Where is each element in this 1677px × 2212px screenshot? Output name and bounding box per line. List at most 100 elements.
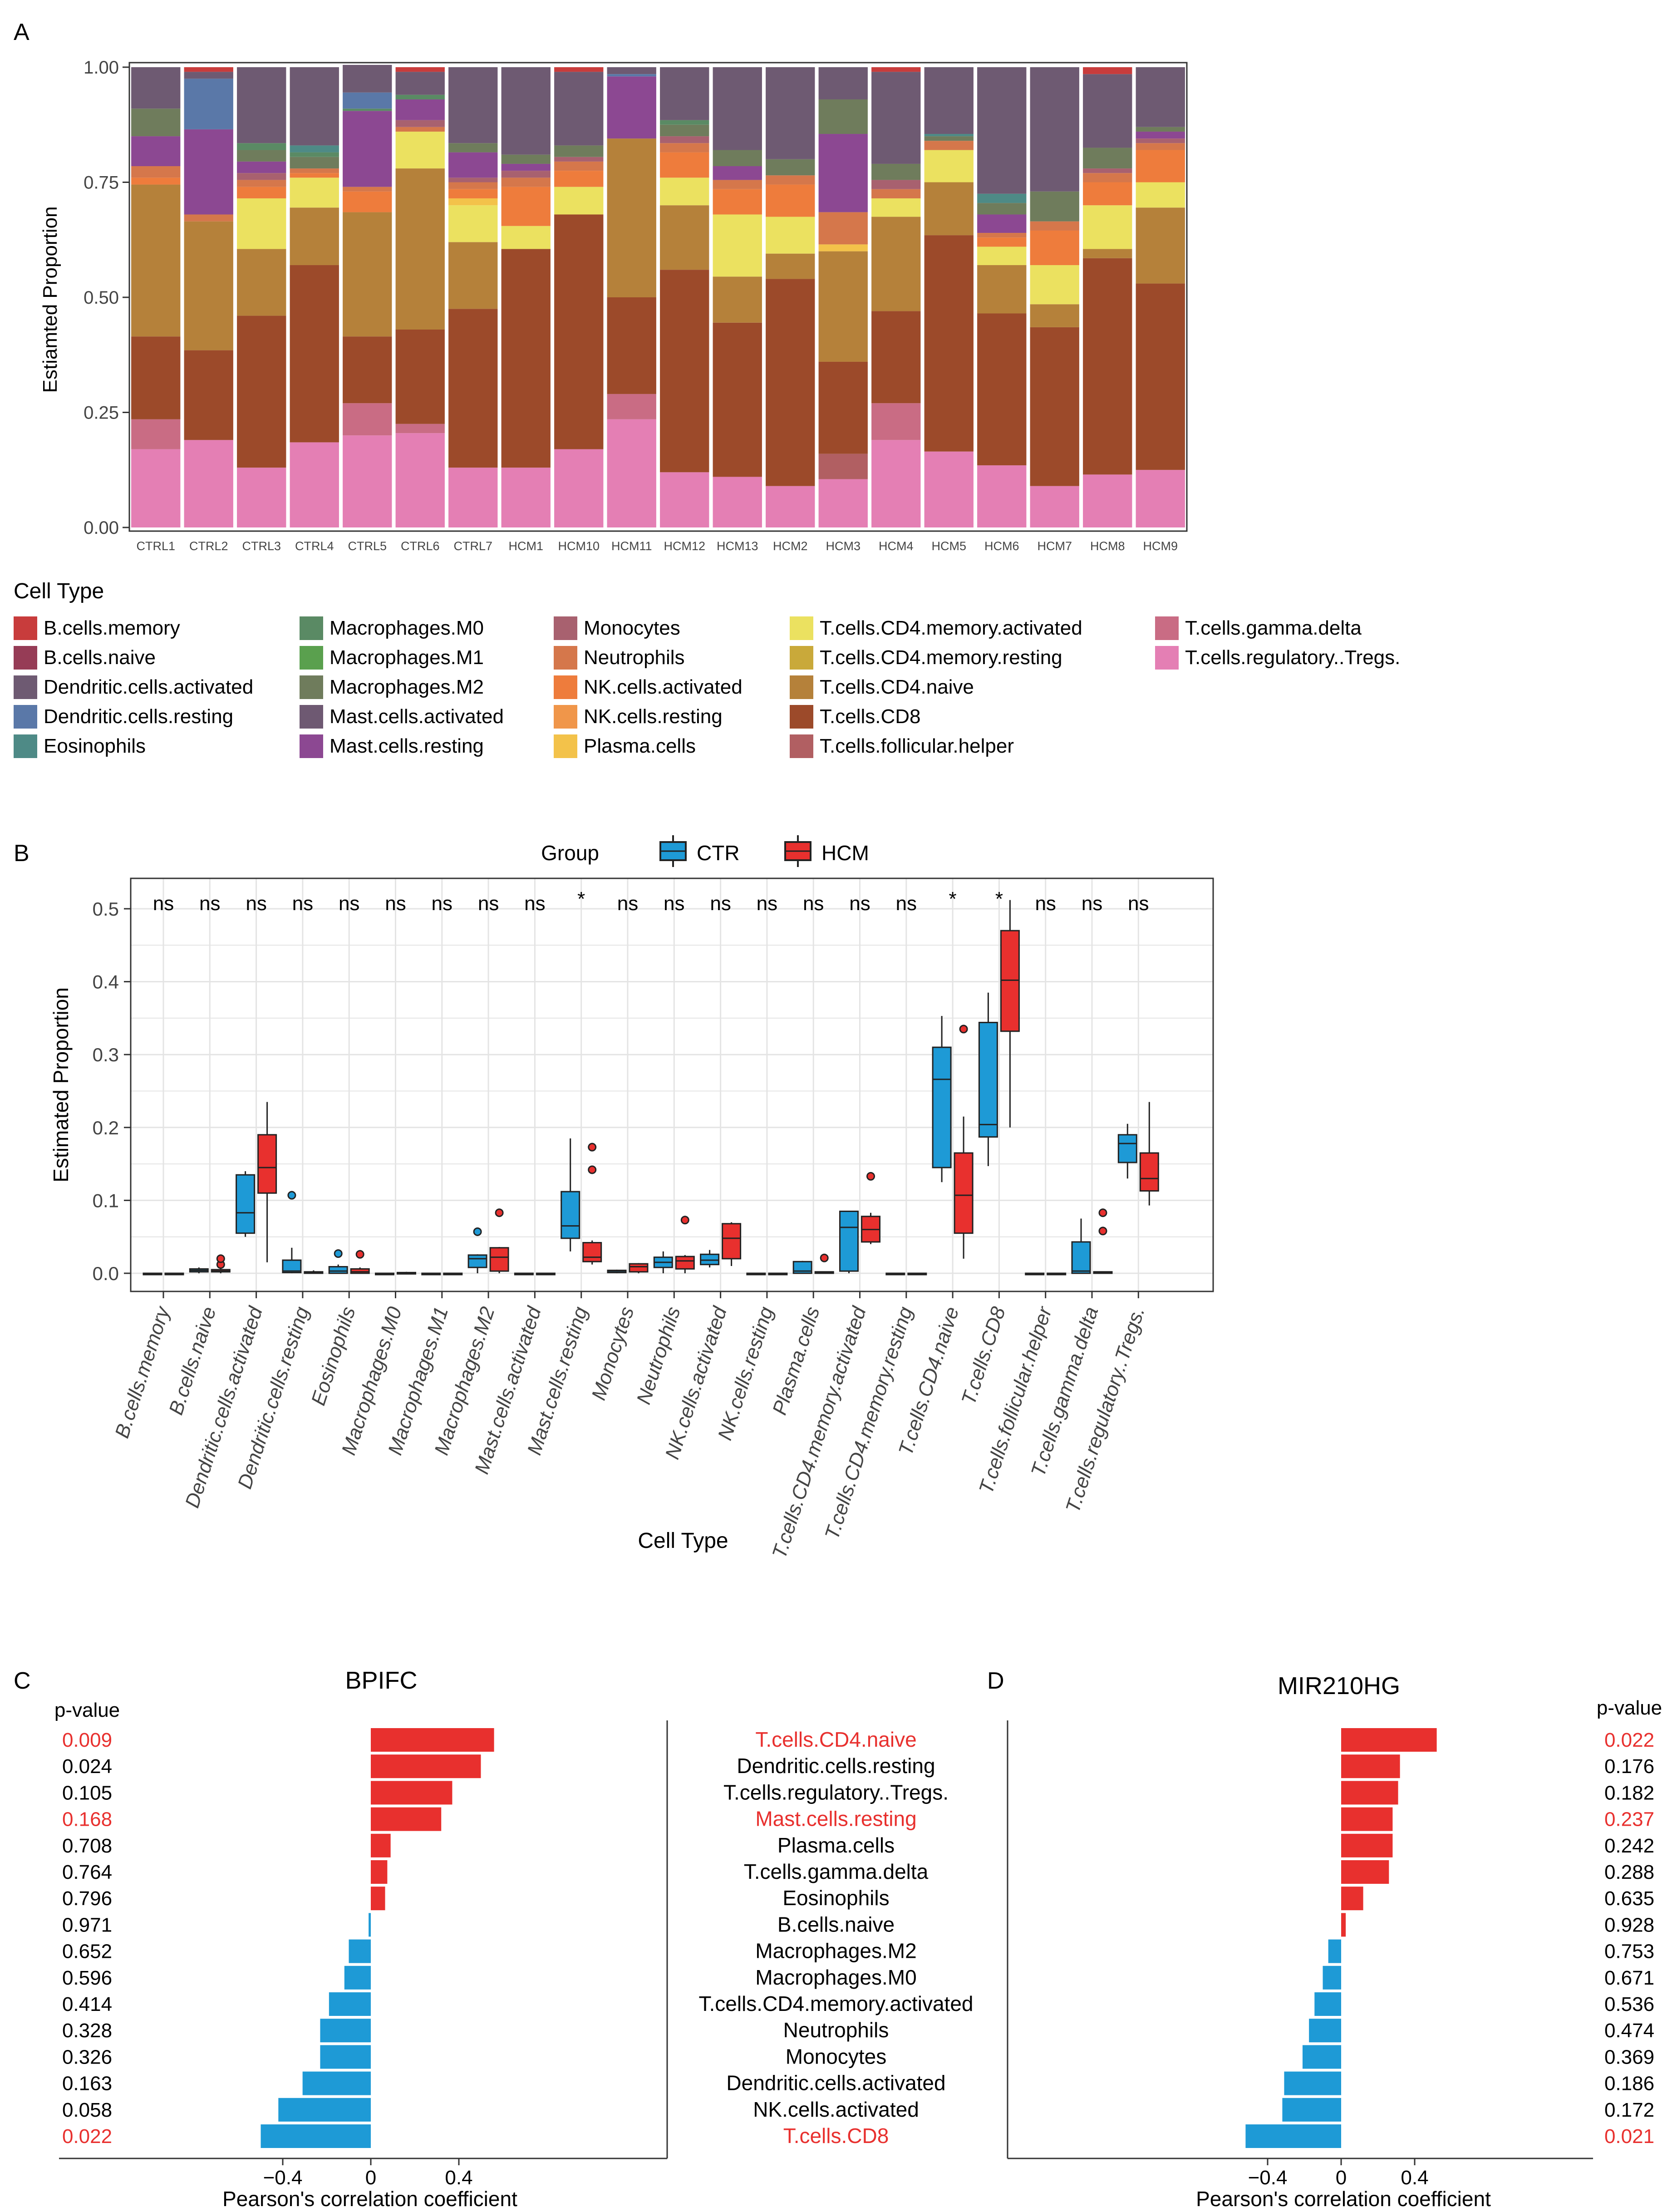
x-tick-label: HCM10 — [558, 539, 600, 553]
y-tick-label: 1.00 — [84, 58, 119, 78]
correlation-bar — [371, 1728, 494, 1752]
significance-label: ns — [803, 892, 824, 915]
bar-segment — [237, 187, 286, 198]
x-tick-label: HCM13 — [717, 539, 758, 553]
x-tick-label: CTRL1 — [136, 539, 175, 553]
x-tick-label: HCM8 — [1090, 539, 1125, 553]
bar-segment — [1083, 173, 1132, 182]
bar-segment — [818, 244, 868, 251]
bar-segment — [343, 191, 392, 212]
bar-segment — [1030, 191, 1079, 222]
correlation-bar — [371, 1807, 442, 1831]
bar-segment — [660, 152, 709, 178]
bar-segment — [607, 394, 656, 419]
correlation-bar — [371, 1887, 385, 1911]
panel-a-bars — [131, 64, 1185, 527]
legend-label: CTR — [697, 841, 740, 865]
bar-segment — [448, 67, 498, 143]
bar-segment — [818, 479, 868, 527]
box — [350, 1268, 370, 1274]
outlier-point — [216, 1254, 225, 1263]
p-value-label: 0.172 — [1604, 2099, 1654, 2121]
panel-b-x-axis: B.cells.memoryB.cells.naiveDendritic.cel… — [111, 1291, 1149, 1561]
bar-segment — [713, 477, 762, 527]
x-tick-label: CTRL3 — [242, 539, 281, 553]
x-tick-label: Monocytes — [587, 1304, 638, 1403]
bar-segment — [924, 67, 974, 134]
bar-segment — [290, 207, 339, 266]
x-tick-label: HCM4 — [879, 539, 914, 553]
legend-swatch — [14, 675, 37, 699]
panel-c-title: BPIFC — [345, 1667, 417, 1694]
bar-segment — [871, 311, 921, 404]
correlation-bar — [371, 1781, 452, 1805]
p-value-label: 0.671 — [1604, 1967, 1654, 1989]
legend-label: T.cells.follicular.helper — [820, 735, 1014, 757]
panel-d-title: MIR210HG — [1278, 1672, 1400, 1700]
bar-segment — [448, 177, 498, 182]
legend-label: T.cells.CD4.naive — [820, 676, 974, 698]
outlier-point — [495, 1208, 504, 1217]
bar-segment — [448, 189, 498, 198]
panel-b-boxes — [143, 900, 1159, 1276]
p-value-label: 0.022 — [62, 2125, 112, 2148]
x-tick-label: HCM6 — [984, 539, 1019, 553]
p-value-label: 0.764 — [62, 1861, 112, 1883]
x-tick-label: 0.4 — [1401, 2167, 1428, 2189]
bar-segment — [343, 64, 392, 93]
bar-segment — [871, 403, 921, 440]
bar-segment — [290, 152, 339, 157]
bar-segment — [977, 313, 1027, 466]
p-value-label: 0.928 — [1604, 1914, 1654, 1936]
bar-segment — [448, 152, 498, 178]
cell-type-label: Dendritic.cells.activated — [726, 2071, 945, 2095]
cell-type-label: T.cells.regulatory..Tregs. — [723, 1780, 949, 1804]
bar-segment — [184, 214, 233, 222]
legend-label: Eosinophils — [44, 735, 146, 757]
bar-segment — [660, 205, 709, 270]
correlation-bar — [278, 2098, 371, 2122]
x-tick-label: HCM11 — [611, 539, 652, 553]
correlation-bar — [1328, 1939, 1341, 1963]
cell-type-label: Macrophages.M0 — [755, 1966, 916, 1989]
bar-segment — [818, 99, 868, 134]
bar-segment — [554, 145, 604, 157]
significance-label: ns — [199, 892, 220, 915]
p-value-label: 0.753 — [1604, 1941, 1654, 1963]
legend-label: T.cells.CD4.memory.resting — [820, 646, 1062, 669]
bar-segment — [1030, 486, 1079, 527]
correlation-bar — [329, 1992, 371, 2016]
cell-type-label: Mast.cells.resting — [755, 1807, 916, 1831]
x-tick-label: Eosinophils — [307, 1304, 360, 1408]
significance-label: ns — [896, 892, 917, 915]
bar-segment — [977, 246, 1027, 266]
bar-segment — [448, 468, 498, 527]
bar-segment — [977, 214, 1027, 233]
bar-segment — [766, 217, 815, 254]
outlier-point — [680, 1216, 689, 1225]
bar-segment — [395, 72, 445, 95]
outlier-point — [820, 1253, 829, 1262]
bar-segment — [184, 350, 233, 440]
bar-segment — [184, 79, 233, 129]
box — [489, 1247, 509, 1272]
bar-segment — [818, 251, 868, 362]
bar-segment — [607, 67, 656, 74]
bar-segment — [713, 67, 762, 150]
correlation-bar — [1282, 2098, 1341, 2122]
significance-label: ns — [246, 892, 266, 915]
bar-segment — [395, 67, 445, 72]
significance-label: ns — [478, 892, 499, 915]
significance-label: ns — [153, 892, 174, 915]
bar-segment — [607, 138, 656, 297]
bar-segment — [237, 198, 286, 249]
bar-segment — [290, 145, 339, 153]
bar-segment — [448, 205, 498, 242]
bar-segment — [501, 468, 551, 527]
bar-segment — [554, 214, 604, 449]
bar-segment — [501, 154, 551, 164]
panel-a-plot-border — [128, 62, 1188, 532]
bar-segment — [871, 67, 921, 72]
bar-segment — [977, 203, 1027, 215]
bar-segment — [554, 72, 604, 146]
